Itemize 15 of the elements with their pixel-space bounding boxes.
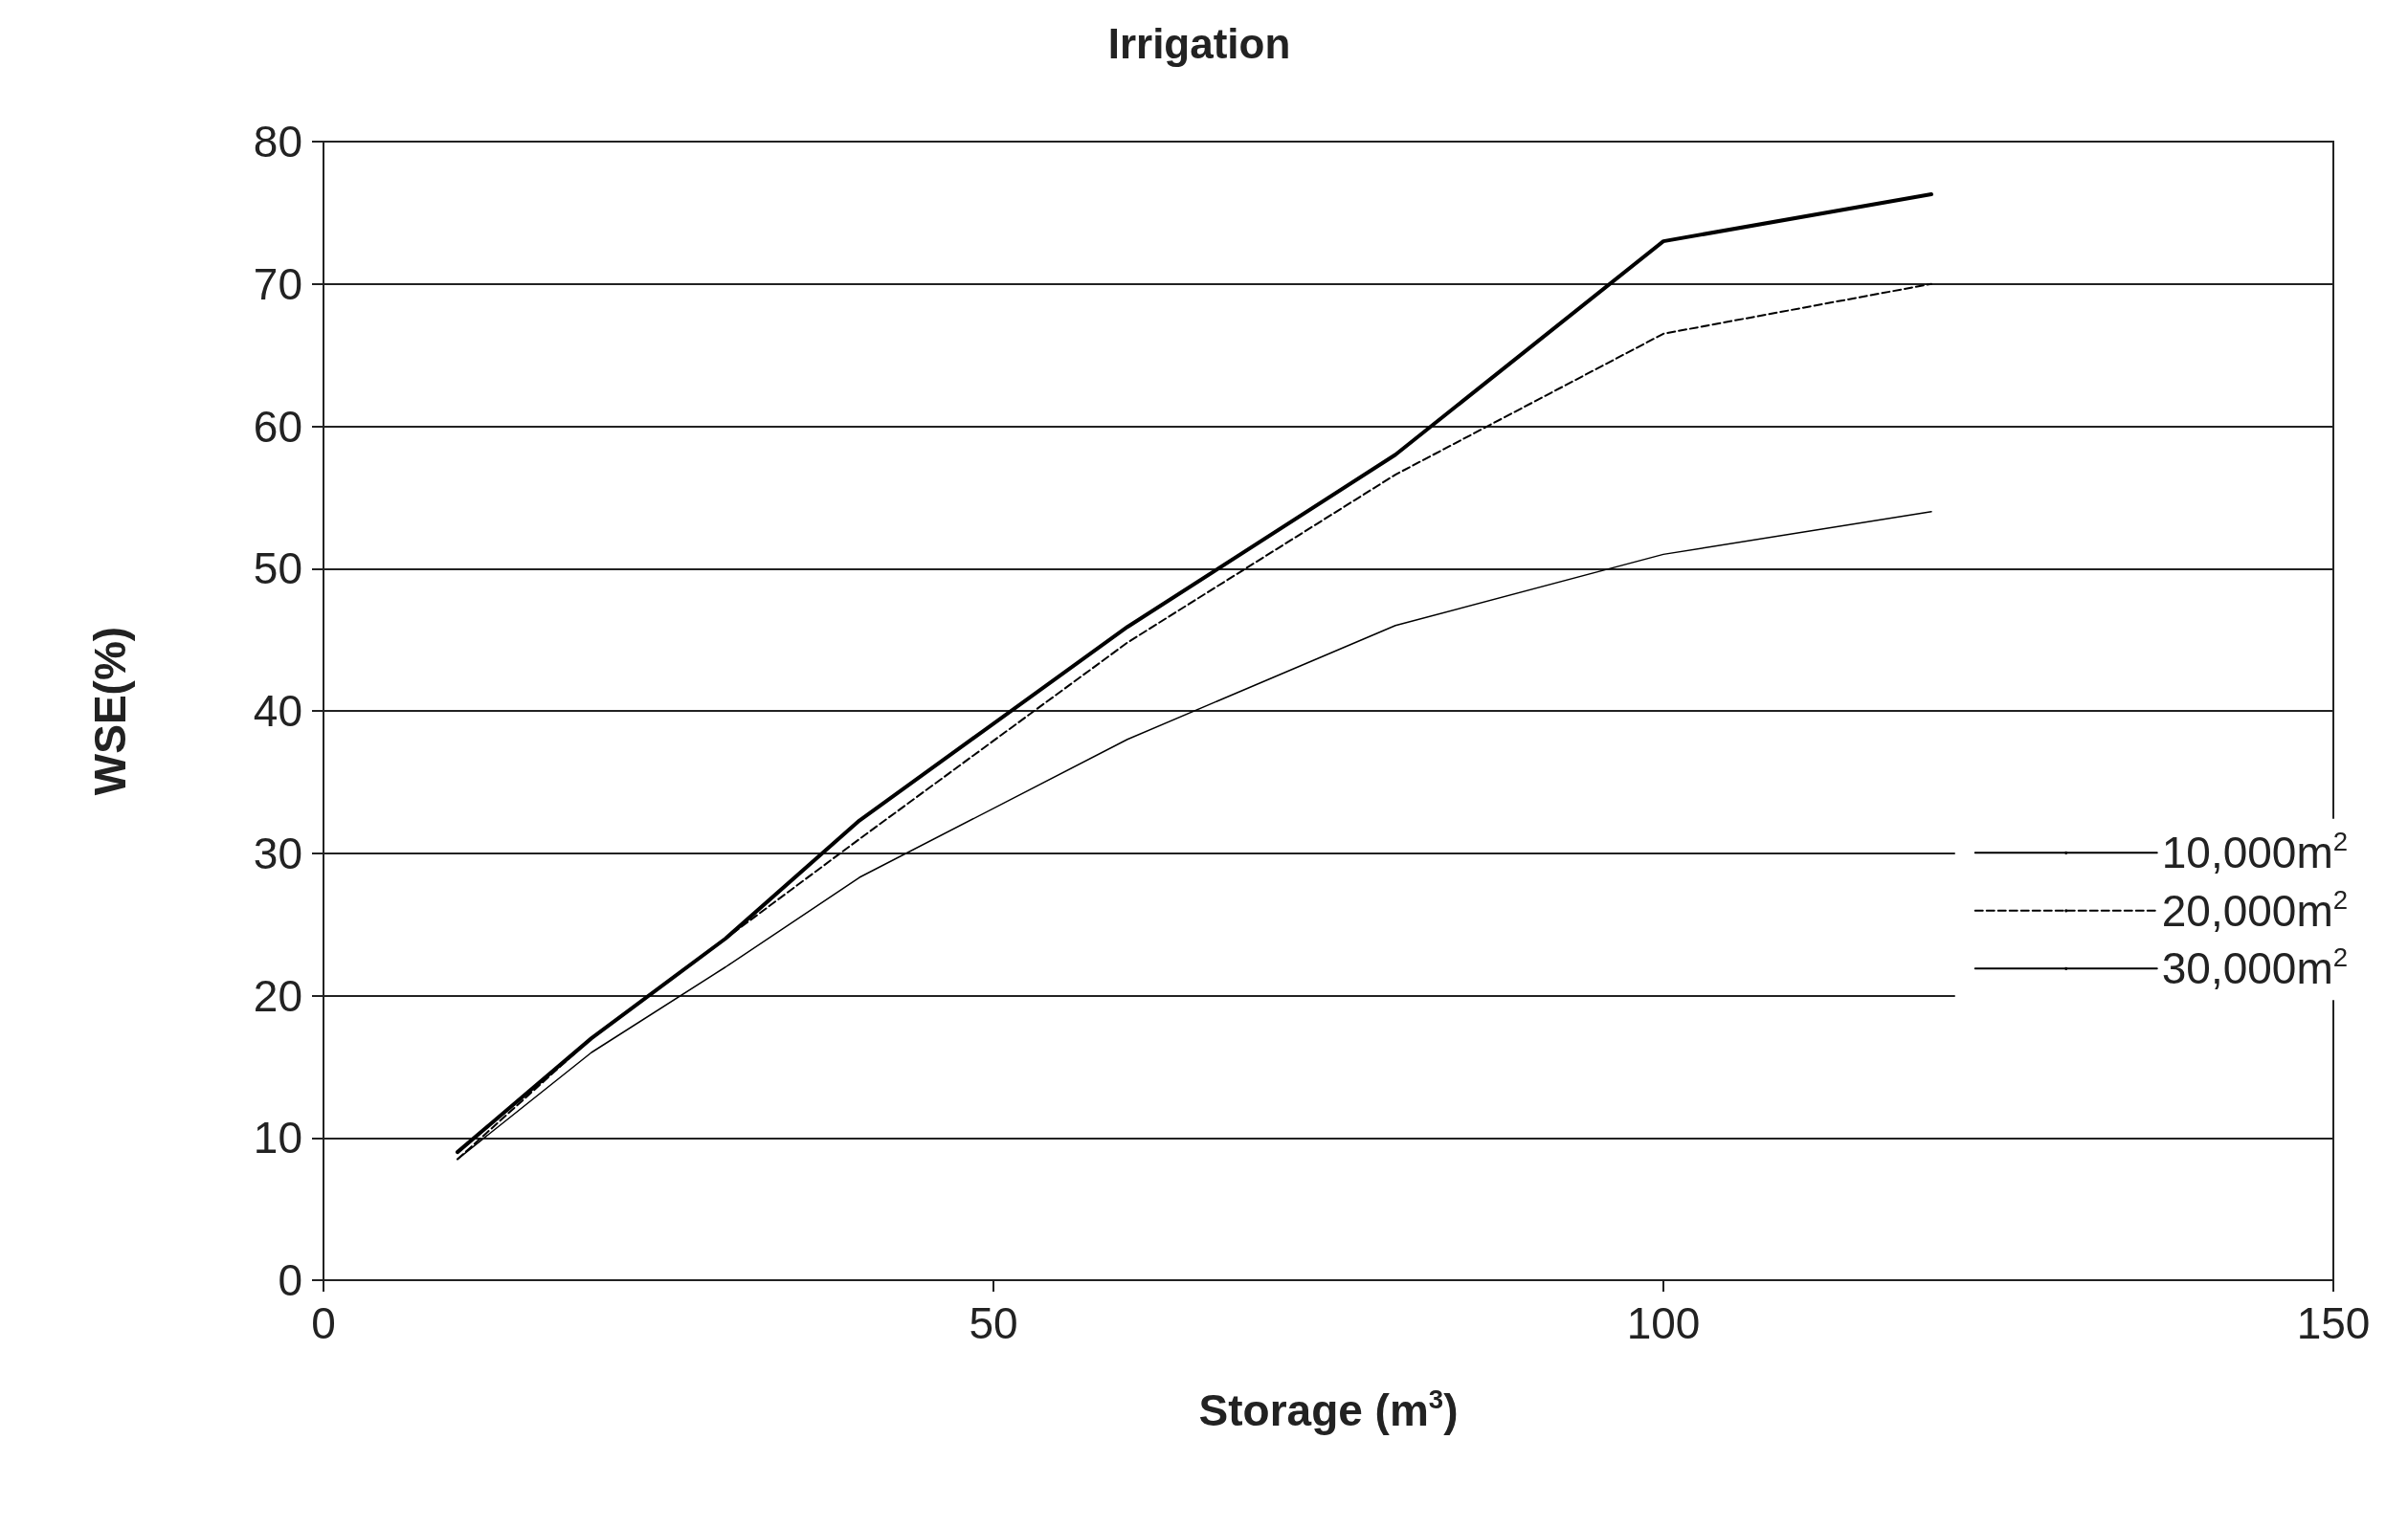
x-tick-label: 150 [2296, 1298, 2371, 1348]
y-tick-label: 10 [253, 1113, 302, 1163]
y-tick-label: 20 [253, 970, 302, 1021]
x-tick-label: 0 [311, 1298, 336, 1348]
x-tick-label: 50 [969, 1298, 1018, 1348]
chart-title: Irrigation [1107, 19, 1291, 67]
x-tick-label: 100 [1626, 1298, 1701, 1348]
y-tick-label: 60 [253, 401, 302, 452]
y-tick-label: 50 [253, 543, 302, 594]
y-tick-label: 0 [278, 1255, 302, 1305]
y-axis-title: WSE(%) [85, 626, 135, 796]
y-tick-label: 70 [253, 258, 302, 309]
y-tick-label: 40 [253, 686, 302, 736]
y-tick-label: 30 [253, 828, 302, 878]
y-tick-label: 80 [253, 117, 302, 166]
